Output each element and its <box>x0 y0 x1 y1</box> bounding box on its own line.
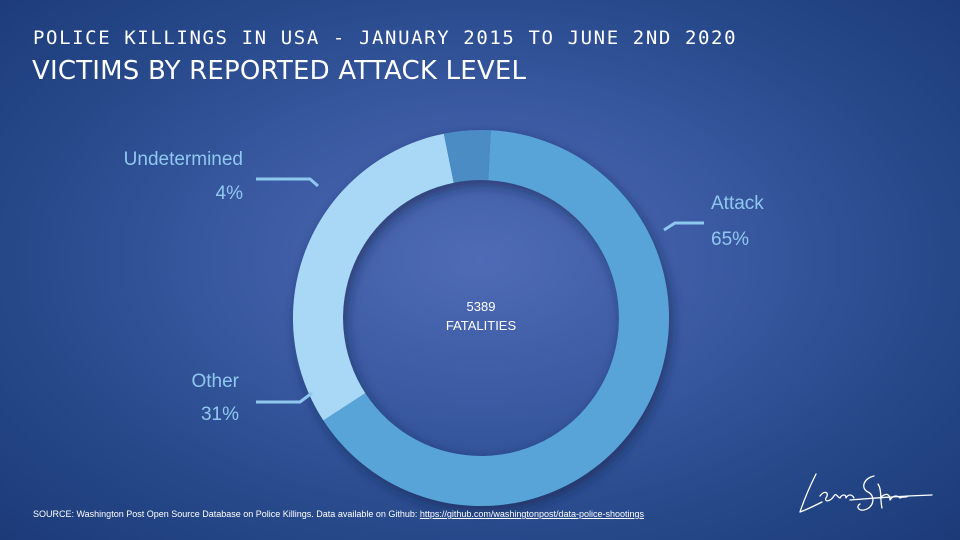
donut-slices <box>293 129 669 507</box>
slice-other <box>293 133 454 421</box>
slice-labels: Attack 65% Other 31% Undetermined 4% <box>124 149 765 425</box>
source-link[interactable]: https://github.com/washingtonpost/data-p… <box>419 509 645 519</box>
source-text: SOURCE: Washington Post Open Source Data… <box>33 509 420 519</box>
slice-label-other: Other <box>191 371 239 392</box>
slice-undetermined <box>443 129 491 183</box>
slice-attack <box>323 130 669 507</box>
slice-label-attack: Attack <box>711 193 764 214</box>
slice-value-attack: 65% <box>711 229 749 250</box>
chart-supertitle: POLICE KILLINGS IN USA - JANUARY 2015 TO… <box>33 27 738 49</box>
center-value: 5389 <box>467 299 496 314</box>
center-label: FATALITIES <box>446 318 517 333</box>
leader-line-other <box>256 391 313 404</box>
leader-line-attack <box>663 221 704 232</box>
leader-lines <box>256 177 704 404</box>
chart-title: VICTIMS BY REPORTED ATTACK LEVEL <box>32 56 527 86</box>
slice-value-undetermined: 4% <box>216 183 244 204</box>
slice-label-undetermined: Undetermined <box>124 149 243 170</box>
slice-value-other: 31% <box>201 404 239 425</box>
source-note: SOURCE: Washington Post Open Source Data… <box>33 509 644 519</box>
author-signature-icon <box>799 473 933 513</box>
leader-line-undetermined <box>256 177 319 188</box>
